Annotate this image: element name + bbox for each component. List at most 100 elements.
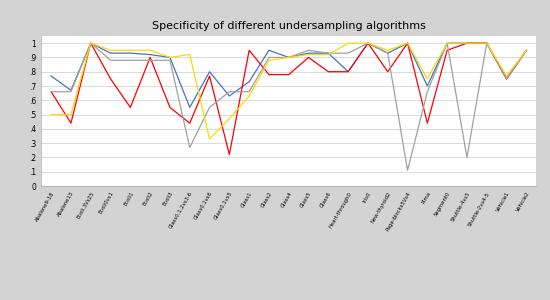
- Proposed: [68, 88, 74, 92]
- Line: SSC: SSC: [51, 43, 526, 154]
- SSC: [48, 90, 54, 94]
- SSC: [345, 70, 351, 74]
- OBU: [48, 90, 54, 94]
- Line: Proposed: Proposed: [51, 43, 526, 107]
- SSC: [107, 77, 114, 81]
- SSC: [424, 121, 431, 125]
- KMUS: [48, 113, 54, 116]
- Proposed: [305, 51, 312, 55]
- Proposed: [107, 51, 114, 55]
- Proposed: [127, 51, 134, 55]
- OBU: [365, 41, 371, 45]
- KMUS: [305, 53, 312, 56]
- KMUS: [206, 137, 213, 141]
- SSC: [384, 70, 391, 74]
- Proposed: [147, 53, 153, 56]
- Proposed: [325, 51, 332, 55]
- SSC: [503, 77, 510, 81]
- Proposed: [523, 49, 530, 52]
- KMUS: [167, 56, 173, 59]
- KMUS: [365, 41, 371, 45]
- SSC: [325, 70, 332, 74]
- KMUS: [444, 41, 450, 45]
- Proposed: [365, 41, 371, 45]
- Proposed: [285, 56, 292, 59]
- SSC: [127, 106, 134, 109]
- OBU: [226, 90, 233, 94]
- Title: Specificity of different undersampling algorithms: Specificity of different undersampling a…: [152, 21, 426, 31]
- OBU: [206, 106, 213, 109]
- KMUS: [226, 117, 233, 121]
- SSC: [167, 106, 173, 109]
- KMUS: [285, 56, 292, 59]
- OBU: [127, 58, 134, 62]
- OBU: [384, 51, 391, 55]
- KMUS: [246, 94, 252, 98]
- KMUS: [68, 113, 74, 116]
- OBU: [483, 41, 490, 45]
- Proposed: [206, 70, 213, 74]
- SSC: [365, 41, 371, 45]
- Proposed: [246, 80, 252, 83]
- Proposed: [483, 41, 490, 45]
- OBU: [186, 146, 193, 149]
- Line: KMUS: KMUS: [51, 43, 526, 139]
- Proposed: [404, 41, 411, 45]
- SSC: [246, 49, 252, 52]
- OBU: [404, 169, 411, 172]
- KMUS: [523, 49, 530, 52]
- OBU: [503, 77, 510, 81]
- KMUS: [424, 77, 431, 81]
- OBU: [107, 58, 114, 62]
- OBU: [345, 51, 351, 55]
- KMUS: [345, 41, 351, 45]
- OBU: [325, 51, 332, 55]
- SSC: [285, 73, 292, 76]
- KMUS: [503, 74, 510, 78]
- OBU: [285, 56, 292, 59]
- OBU: [87, 41, 94, 45]
- SSC: [226, 153, 233, 156]
- OBU: [464, 156, 470, 159]
- KMUS: [186, 53, 193, 56]
- SSC: [523, 49, 530, 52]
- Proposed: [345, 70, 351, 74]
- KMUS: [404, 41, 411, 45]
- SSC: [147, 56, 153, 59]
- Proposed: [444, 41, 450, 45]
- KMUS: [87, 41, 94, 45]
- SSC: [87, 41, 94, 45]
- Proposed: [384, 51, 391, 55]
- SSC: [266, 73, 272, 76]
- SSC: [464, 41, 470, 45]
- KMUS: [384, 49, 391, 52]
- Proposed: [424, 84, 431, 88]
- SSC: [68, 121, 74, 125]
- Line: OBU: OBU: [51, 43, 526, 170]
- OBU: [167, 58, 173, 62]
- KMUS: [483, 41, 490, 45]
- SSC: [404, 41, 411, 45]
- Proposed: [503, 77, 510, 81]
- SSC: [206, 74, 213, 78]
- Proposed: [186, 106, 193, 109]
- KMUS: [325, 53, 332, 56]
- SSC: [186, 121, 193, 125]
- Proposed: [266, 49, 272, 52]
- KMUS: [147, 49, 153, 52]
- OBU: [266, 56, 272, 59]
- OBU: [305, 49, 312, 52]
- SSC: [305, 56, 312, 59]
- SSC: [444, 49, 450, 52]
- OBU: [246, 90, 252, 94]
- OBU: [424, 90, 431, 94]
- Proposed: [48, 74, 54, 78]
- KMUS: [127, 49, 134, 52]
- SSC: [483, 41, 490, 45]
- OBU: [68, 90, 74, 94]
- Proposed: [87, 41, 94, 45]
- OBU: [444, 41, 450, 45]
- OBU: [147, 58, 153, 62]
- Proposed: [464, 41, 470, 45]
- Proposed: [167, 56, 173, 59]
